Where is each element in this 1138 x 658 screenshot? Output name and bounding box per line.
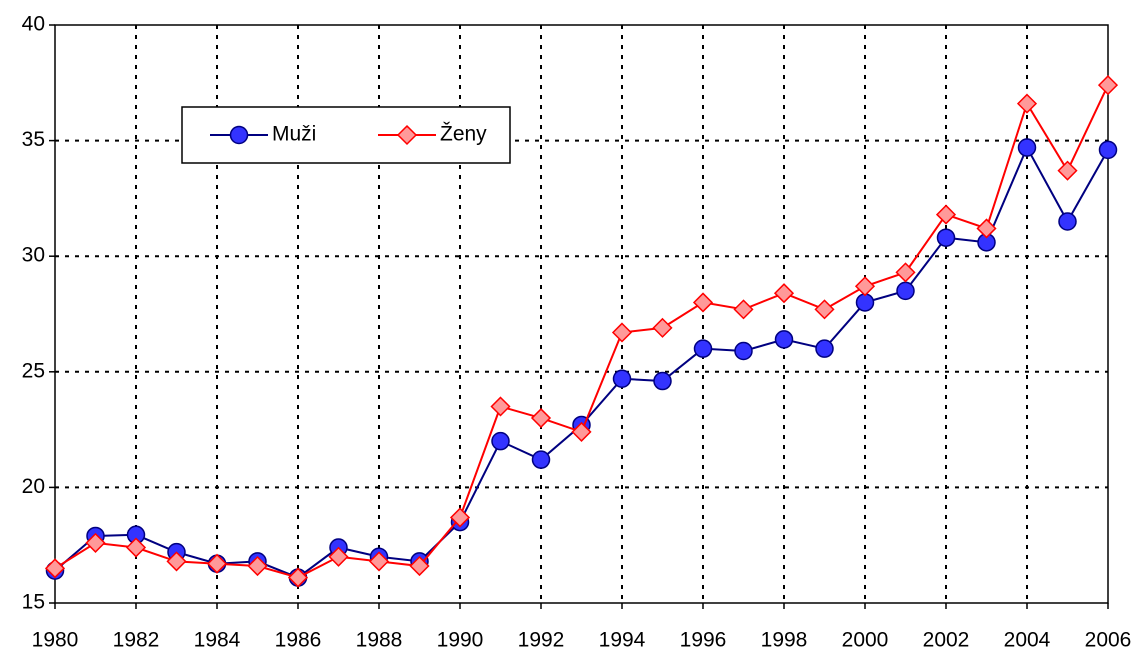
y-tick-label: 40 xyxy=(22,13,45,36)
marker xyxy=(530,407,552,429)
x-tick-label: 1994 xyxy=(599,629,646,652)
marker xyxy=(733,299,754,320)
marker xyxy=(652,317,673,338)
marker xyxy=(287,567,309,588)
x-tick-label: 2004 xyxy=(1004,629,1051,652)
marker xyxy=(85,532,106,553)
marker xyxy=(368,551,390,572)
marker xyxy=(328,546,349,567)
legend-marker xyxy=(396,124,418,146)
marker xyxy=(895,262,916,283)
marker xyxy=(653,371,672,391)
marker xyxy=(1017,138,1037,157)
legend-marker xyxy=(229,125,249,145)
y-tick-label: 35 xyxy=(22,128,45,151)
marker xyxy=(1057,160,1078,181)
marker xyxy=(854,276,876,297)
marker xyxy=(44,558,66,579)
x-tick-label: 2002 xyxy=(923,629,970,652)
marker xyxy=(611,322,633,343)
legend-label: Muži xyxy=(272,123,316,146)
marker xyxy=(734,341,753,361)
marker xyxy=(692,292,714,313)
x-tick-label: 1982 xyxy=(113,629,160,652)
marker xyxy=(1097,75,1119,96)
y-tick-label: 15 xyxy=(22,591,45,614)
marker xyxy=(976,218,997,239)
marker xyxy=(206,553,228,574)
marker xyxy=(490,396,511,417)
x-tick-label: 1998 xyxy=(761,629,808,652)
plot-frame xyxy=(54,24,1109,604)
x-tick-label: 2000 xyxy=(842,629,889,652)
marker xyxy=(125,537,147,558)
marker xyxy=(612,369,632,388)
marker xyxy=(855,293,875,312)
x-tick-label: 1984 xyxy=(194,629,241,652)
x-tick-label: 2006 xyxy=(1085,629,1132,652)
marker xyxy=(935,204,957,225)
x-tick-label: 1992 xyxy=(518,629,565,652)
x-tick-label: 1980 xyxy=(32,629,79,652)
marker xyxy=(409,555,430,577)
marker xyxy=(936,228,956,247)
x-tick-label: 1990 xyxy=(437,629,484,652)
x-tick-label: 1988 xyxy=(356,629,403,652)
y-tick-label: 30 xyxy=(22,244,45,267)
marker xyxy=(814,299,835,320)
marker xyxy=(773,283,795,304)
marker xyxy=(449,507,471,528)
marker xyxy=(531,450,551,469)
marker xyxy=(491,431,510,451)
marker xyxy=(247,555,268,577)
marker xyxy=(1098,140,1118,160)
marker xyxy=(1016,93,1038,114)
marker xyxy=(1058,212,1077,231)
x-tick-label: 1996 xyxy=(680,629,727,652)
marker xyxy=(815,339,834,358)
marker xyxy=(571,421,592,442)
marker xyxy=(896,281,915,301)
y-tick-label: 25 xyxy=(22,359,45,382)
y-tick-label: 20 xyxy=(22,475,45,498)
x-tick-label: 1986 xyxy=(275,629,322,652)
marker xyxy=(693,339,713,358)
marker xyxy=(774,330,794,349)
legend-label: Ženy xyxy=(440,123,487,146)
marker xyxy=(166,551,187,572)
